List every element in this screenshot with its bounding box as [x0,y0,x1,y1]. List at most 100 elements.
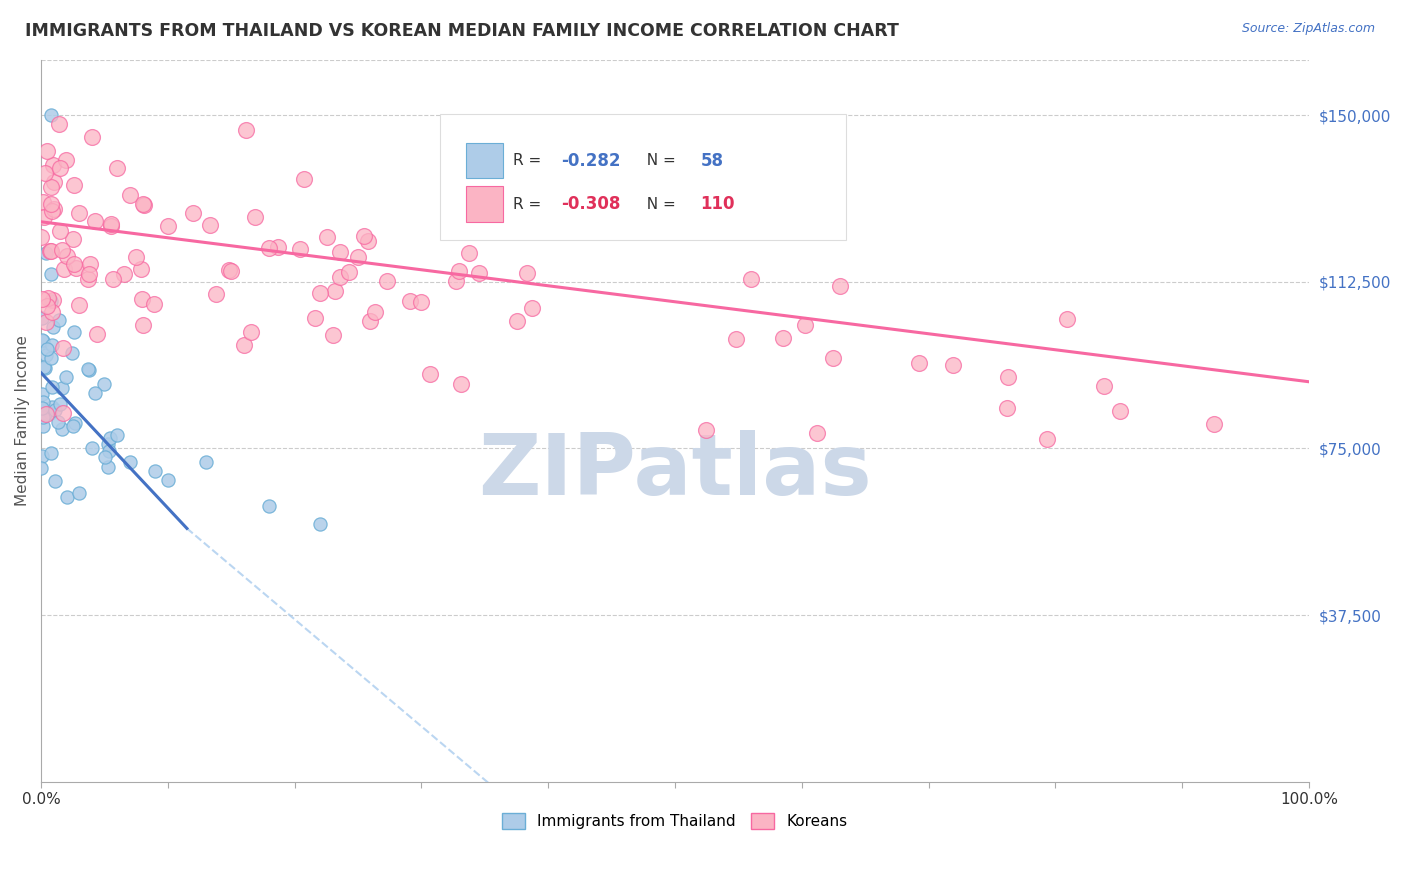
Point [39,351,62,365]
Point [49,224,72,238]
Point [131,197,153,211]
Point [142,296,165,310]
Point [315,230,337,244]
Point [77,267,100,281]
Point [32,395,55,409]
Point [806,426,828,441]
Point [31,401,53,416]
Point [97,436,120,450]
Point [399,293,422,308]
Point [39,180,62,194]
Point [32,334,55,348]
Point [39,244,62,258]
Point [457,246,479,260]
Point [31,410,53,425]
Point [51,422,73,436]
Point [942,358,965,372]
Point [357,234,380,248]
Point [31,292,53,306]
Point [39,268,62,282]
Point [63,178,86,192]
Point [997,370,1019,384]
Point [51,243,73,257]
FancyBboxPatch shape [440,114,846,240]
Point [79,257,101,271]
Point [42,319,65,334]
Point [44,474,66,488]
Point [1109,404,1132,418]
Point [30,461,52,475]
Point [97,459,120,474]
Point [235,122,257,136]
FancyBboxPatch shape [465,143,502,178]
Point [375,274,398,288]
Point [134,198,156,212]
Point [39,108,62,122]
Point [266,240,288,254]
Point [80,442,103,456]
Point [31,387,53,401]
Point [51,381,73,395]
Point [1092,379,1115,393]
Point [42,202,65,216]
Point [55,153,77,167]
Point [198,218,221,232]
Point [34,166,56,180]
Point [112,267,135,281]
Y-axis label: Median Family Income: Median Family Income [15,335,30,506]
Point [232,337,254,351]
Point [34,360,56,375]
Point [740,272,762,286]
Point [34,407,56,421]
Point [37,291,59,305]
Point [93,450,115,465]
Point [444,274,467,288]
Point [304,310,326,325]
Point [411,294,433,309]
Point [42,158,65,172]
Point [39,197,62,211]
Point [725,333,748,347]
Point [65,260,87,275]
Point [131,292,153,306]
Point [53,262,76,277]
Point [364,304,387,318]
Point [35,299,58,313]
Point [41,305,63,319]
Point [794,318,817,332]
Point [32,210,55,224]
Point [38,406,60,420]
Point [44,402,66,417]
Text: R =: R = [513,153,546,169]
Point [48,117,70,131]
Point [118,188,141,202]
Point [908,356,931,370]
Point [35,246,58,260]
Point [309,285,332,300]
Point [42,175,65,189]
Point [522,301,544,315]
Point [37,342,59,356]
Point [30,229,52,244]
Text: R =: R = [513,196,546,211]
Point [995,401,1018,415]
Point [353,229,375,244]
Point [39,446,62,460]
Point [1056,312,1078,326]
Point [129,262,152,277]
Point [181,206,204,220]
Point [1202,417,1225,431]
Point [105,428,128,442]
Point [86,326,108,341]
Point [821,351,844,365]
Point [77,362,100,376]
Point [52,406,75,420]
Point [31,449,53,463]
Point [329,269,352,284]
Point [35,407,58,421]
Point [80,130,103,145]
Point [49,161,72,176]
Point [67,206,90,220]
Point [31,401,53,415]
Point [1036,432,1059,446]
